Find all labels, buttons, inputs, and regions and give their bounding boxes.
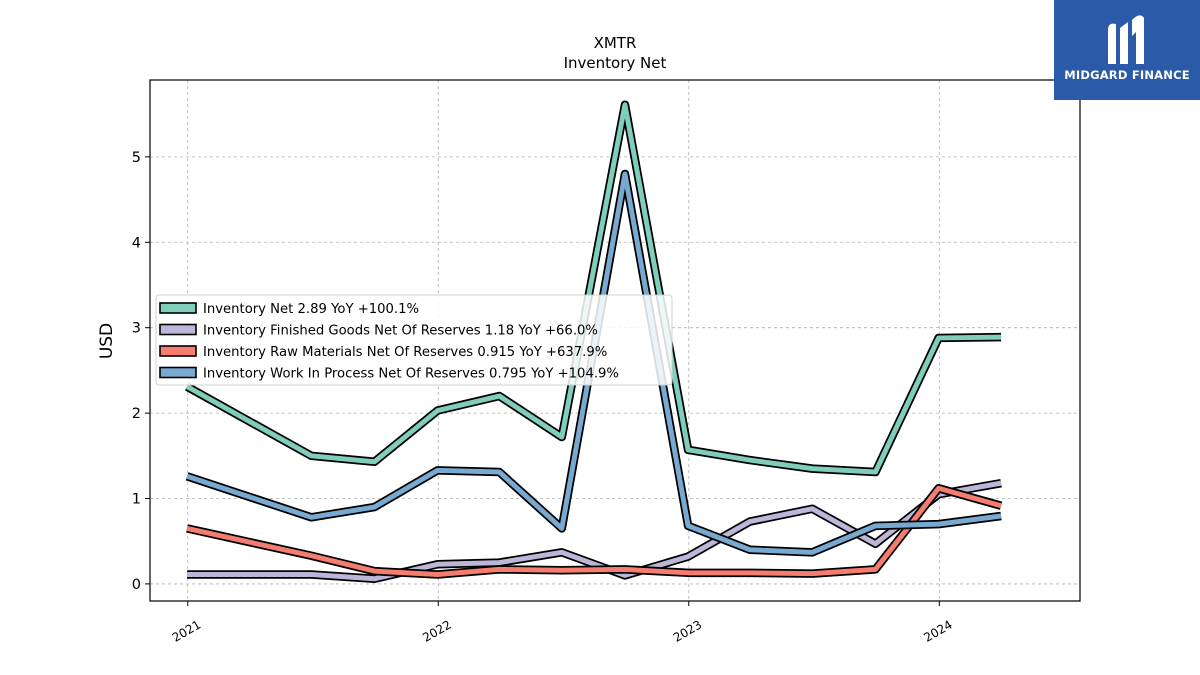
y-tick-label: 4: [132, 235, 141, 251]
y-tick-label: 5: [132, 150, 141, 166]
x-tick-label: 2024: [921, 617, 954, 644]
legend-label-3: Inventory Work In Process Net Of Reserve…: [203, 367, 619, 382]
legend-label-1: Inventory Finished Goods Net Of Reserves…: [203, 324, 598, 339]
series-line-1: [187, 480, 1002, 582]
brand-logo: MIDGARD FINANCE: [1054, 0, 1200, 100]
legend-swatch-2: [159, 345, 197, 357]
x-tick-label: 2023: [671, 617, 704, 644]
series-outline-0: [184, 100, 1002, 477]
chart-subtitle: Inventory Net: [564, 54, 667, 72]
x-tick-label: 2022: [420, 617, 453, 644]
series-line-2: [186, 485, 1002, 578]
legend-swatch-1: [159, 323, 197, 336]
legend-box: [155, 294, 673, 386]
y-tick-label: 3: [132, 321, 141, 337]
series-line-3: [186, 171, 1002, 555]
logo-text: MIDGARD FINANCE: [1064, 68, 1190, 82]
y-tick-label: 2: [132, 406, 141, 422]
legend-label-2: Inventory Raw Materials Net Of Reserves …: [203, 345, 607, 360]
legend-label-0: Inventory Net 2.89 YoY +100.1%: [203, 302, 419, 317]
chart-title: XMTR: [594, 34, 637, 52]
x-tick-label: 2021: [170, 617, 203, 644]
y-tick-label: 1: [132, 492, 141, 508]
plot-frame: [149, 79, 1081, 602]
legend-swatch-0: [159, 302, 197, 314]
logo-mark-icon: [1108, 15, 1144, 65]
y-tick-label: 0: [132, 577, 141, 593]
series-line-0: [185, 102, 1002, 475]
legend-swatch-3: [159, 366, 197, 379]
y-axis-label: USD: [97, 323, 117, 359]
